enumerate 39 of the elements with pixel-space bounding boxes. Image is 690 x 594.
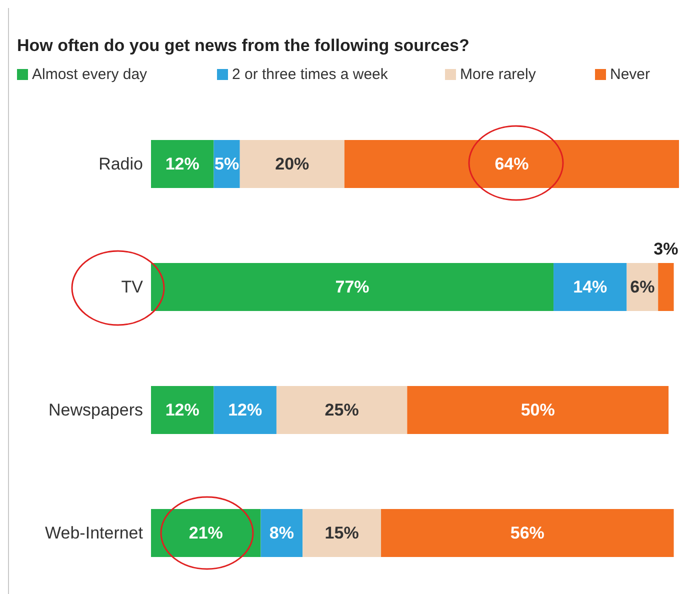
bar xyxy=(276,386,408,434)
data-label: 64% xyxy=(494,154,529,174)
bar xyxy=(302,509,382,557)
bar xyxy=(344,140,679,188)
legend-label: Almost every day xyxy=(32,66,148,83)
bar xyxy=(260,509,303,557)
bar xyxy=(151,263,554,311)
bar xyxy=(381,509,674,557)
legend-label: 2 or three times a week xyxy=(232,66,388,83)
data-label: 8% xyxy=(269,524,294,542)
data-label: 6% xyxy=(630,278,655,296)
data-label: 77% xyxy=(335,278,370,296)
bar xyxy=(407,386,669,434)
bar xyxy=(554,263,627,311)
data-label: 56% xyxy=(510,524,544,542)
bar xyxy=(240,140,344,188)
data-label: 14% xyxy=(573,278,608,296)
data-label: 50% xyxy=(520,400,555,420)
data-label: 25% xyxy=(324,400,359,420)
y-tick-label: Radio xyxy=(98,154,143,174)
bar xyxy=(151,386,214,434)
data-label: 21% xyxy=(188,524,223,542)
data-label: 12% xyxy=(228,400,262,420)
y-tick-label: Web-Internet xyxy=(45,524,144,543)
data-label: 20% xyxy=(275,154,310,174)
bar xyxy=(151,509,261,557)
bar xyxy=(658,263,674,311)
y-tick-label: TV xyxy=(121,278,144,297)
legend-label: More rarely xyxy=(460,66,536,83)
chart-title: How often do you get news from the following sources? xyxy=(17,35,470,56)
bar xyxy=(214,386,276,434)
y-tick-label: Newspapers xyxy=(48,400,143,420)
data-label: 12% xyxy=(165,400,200,420)
data-label: 3% xyxy=(654,240,678,258)
bar xyxy=(151,140,214,188)
data-label: 5% xyxy=(214,154,240,174)
data-label: 12% xyxy=(165,154,200,174)
data-label: 15% xyxy=(324,524,359,542)
legend-label: Never xyxy=(610,66,650,83)
